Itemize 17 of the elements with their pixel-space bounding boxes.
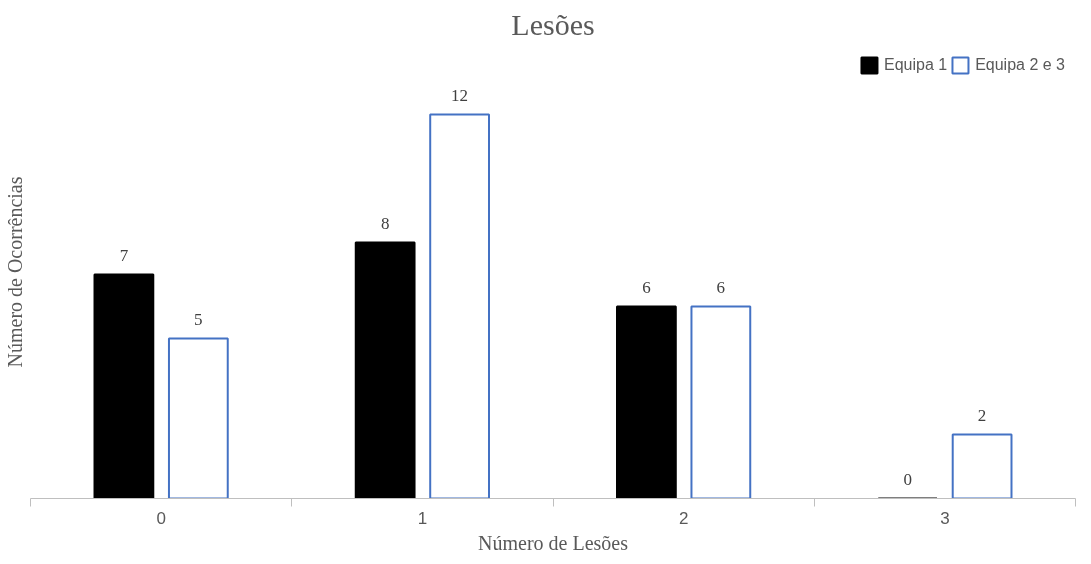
data-label: 2: [977, 405, 987, 425]
data-label: 7: [119, 245, 129, 265]
data-label: 6: [716, 277, 726, 297]
data-label: 5: [194, 309, 203, 329]
x-tick-label: 1: [417, 508, 428, 528]
chart-title: Lesões: [511, 7, 595, 41]
x-tick-label: 0: [156, 508, 166, 528]
x-tick-label: 2: [678, 508, 689, 528]
data-label: 0: [903, 469, 912, 489]
data-label: 6: [642, 277, 651, 297]
x-axis-title: Número de Lesões: [478, 531, 629, 554]
y-axis-title: Número de Ocorrências: [3, 176, 26, 368]
x-tick-label: 3: [940, 508, 950, 528]
data-label: 8: [380, 213, 390, 233]
data-label: 12: [451, 85, 469, 105]
legend-label: Equipa 2 e 3: [975, 56, 1065, 74]
legend-label: Equipa 1: [883, 56, 948, 74]
